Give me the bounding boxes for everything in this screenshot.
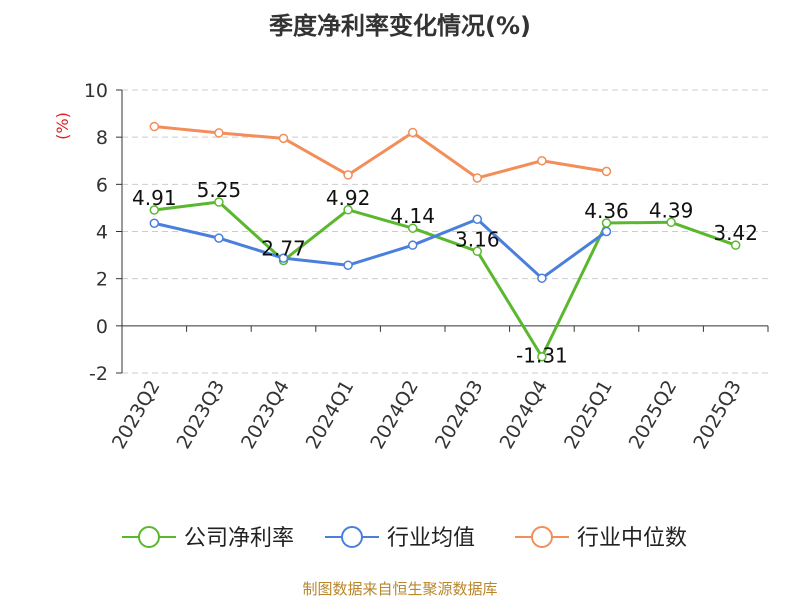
y-tick-label: 8: [96, 127, 108, 149]
y-tick-label: 4: [96, 222, 108, 244]
x-tick-label: 2023Q2: [108, 377, 165, 453]
data-point: [149, 205, 160, 215]
data-point: [407, 127, 418, 138]
data-label: 4.39: [649, 198, 694, 222]
data-point: [407, 240, 418, 250]
legend-label: 行业中位数: [577, 526, 687, 551]
data-label: 4.91: [132, 186, 177, 210]
data-point: [149, 121, 160, 132]
data-label: 3.42: [713, 221, 758, 245]
data-point: [601, 226, 612, 237]
data-labels: 4.91 5.25 2.77 4.92 4.14 3.16 -1.31 4.36 4.39 3.4…: [132, 178, 758, 368]
data-point: [343, 260, 353, 270]
data-point: [278, 133, 289, 144]
data-point: [537, 273, 547, 283]
x-tick-label: 2023Q3: [172, 377, 229, 453]
data-point: [214, 197, 224, 207]
legend-marker: [531, 526, 553, 548]
y-tick-label: -2: [89, 363, 108, 385]
series-lines: [149, 121, 741, 362]
x-tick-label: 2025Q1: [560, 377, 617, 453]
data-point: [472, 246, 483, 257]
chart-title: 季度净利率变化情况(%): [269, 12, 531, 40]
data-point: [472, 214, 483, 224]
series-line: [154, 125, 607, 180]
data-label: 4.14: [390, 204, 435, 228]
data-point: [343, 170, 353, 180]
x-tick-label: 2023Q4: [237, 377, 294, 453]
data-point: [214, 233, 224, 243]
legend-label: 公司净利率: [184, 526, 294, 551]
series-line: [154, 200, 737, 359]
legend-label: 行业均值: [387, 526, 475, 551]
data-point: [278, 253, 289, 263]
y-axis-label: (%): [53, 112, 72, 140]
legend: 公司净利率 行业均值 行业中位数: [122, 526, 687, 551]
data-label: 4.92: [326, 186, 371, 210]
data-point: [601, 166, 612, 177]
data-point: [472, 173, 483, 183]
x-tick-label: 2024Q2: [366, 377, 423, 453]
legend-marker: [341, 526, 363, 548]
x-tick-label: 2024Q4: [495, 377, 552, 453]
data-label: -1.31: [516, 344, 568, 368]
data-point: [149, 218, 160, 228]
source-note: 制图数据来自恒生聚源数据库: [302, 580, 498, 598]
data-label: 3.16: [455, 227, 500, 251]
y-tick-label: 0: [96, 316, 108, 338]
data-point: [666, 217, 676, 228]
data-label: 5.25: [197, 178, 242, 202]
data-point: [407, 223, 418, 233]
data-point: [537, 156, 547, 166]
legend-marker: [138, 526, 160, 548]
data-point: [537, 351, 547, 362]
data-label: 4.36: [584, 199, 629, 223]
x-tick-label: 2025Q2: [625, 377, 682, 453]
x-tick-label: 2025Q3: [689, 377, 746, 453]
x-tick-label: 2024Q3: [431, 377, 488, 453]
data-point: [730, 240, 741, 250]
y-tick-label: 10: [84, 80, 108, 102]
x-tick-label: 2024Q1: [302, 377, 359, 453]
data-point: [343, 205, 353, 215]
y-tick-label: 2: [96, 269, 108, 291]
series-line: [153, 217, 608, 280]
data-label: 2.77: [261, 237, 306, 261]
data-point: [214, 128, 224, 138]
y-tick-label: 6: [96, 174, 108, 196]
